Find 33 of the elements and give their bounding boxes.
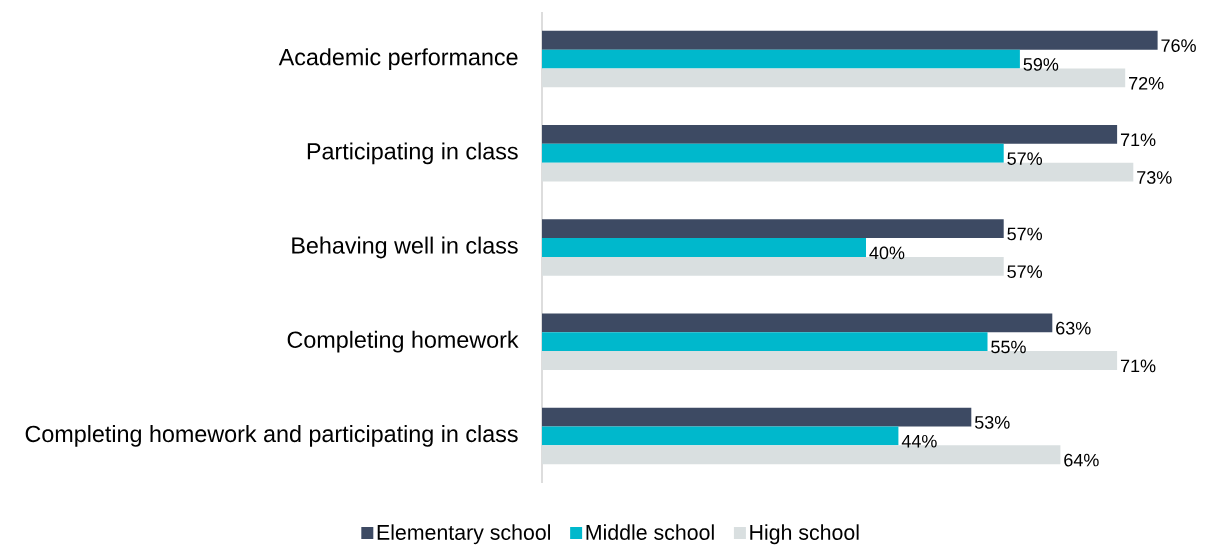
bar — [542, 332, 988, 352]
y-tick-label: Behaving well in class — [292, 236, 518, 259]
data-label: 53% — [974, 416, 1010, 429]
y-tick-label: Completing homework — [287, 330, 519, 353]
bar — [542, 407, 972, 427]
data-label: 73% — [1137, 171, 1172, 184]
data-label: 57% — [1007, 152, 1043, 165]
data-label: 57% — [1007, 265, 1043, 278]
legend-label: High school — [750, 524, 859, 545]
bar — [542, 49, 1020, 69]
y-tick-label: Academic performance — [278, 48, 518, 70]
data-label: 59% — [1023, 58, 1059, 71]
bar — [542, 143, 1004, 163]
data-label: 71% — [1120, 359, 1156, 373]
bar — [542, 219, 1004, 239]
legend-label: Middle school — [586, 524, 714, 540]
data-label: 44% — [901, 434, 937, 448]
data-label: 63% — [1056, 321, 1091, 335]
data-label: 64% — [1064, 453, 1099, 467]
bar — [542, 238, 866, 257]
bar — [542, 426, 899, 446]
legend-label: Elementary school — [377, 524, 550, 545]
data-label: 40% — [869, 246, 905, 260]
data-label: 71% — [1120, 133, 1156, 147]
y-tick-label: Participating in class — [307, 142, 518, 165]
data-label: 57% — [1007, 227, 1043, 241]
data-label: 72% — [1129, 76, 1164, 90]
y-tick-label: Completing homework and participating in class — [25, 425, 518, 447]
bar — [542, 313, 1053, 333]
data-label: 55% — [991, 340, 1026, 354]
bar — [542, 30, 1158, 50]
data-label: 76% — [1161, 39, 1196, 52]
bar — [542, 125, 1118, 144]
